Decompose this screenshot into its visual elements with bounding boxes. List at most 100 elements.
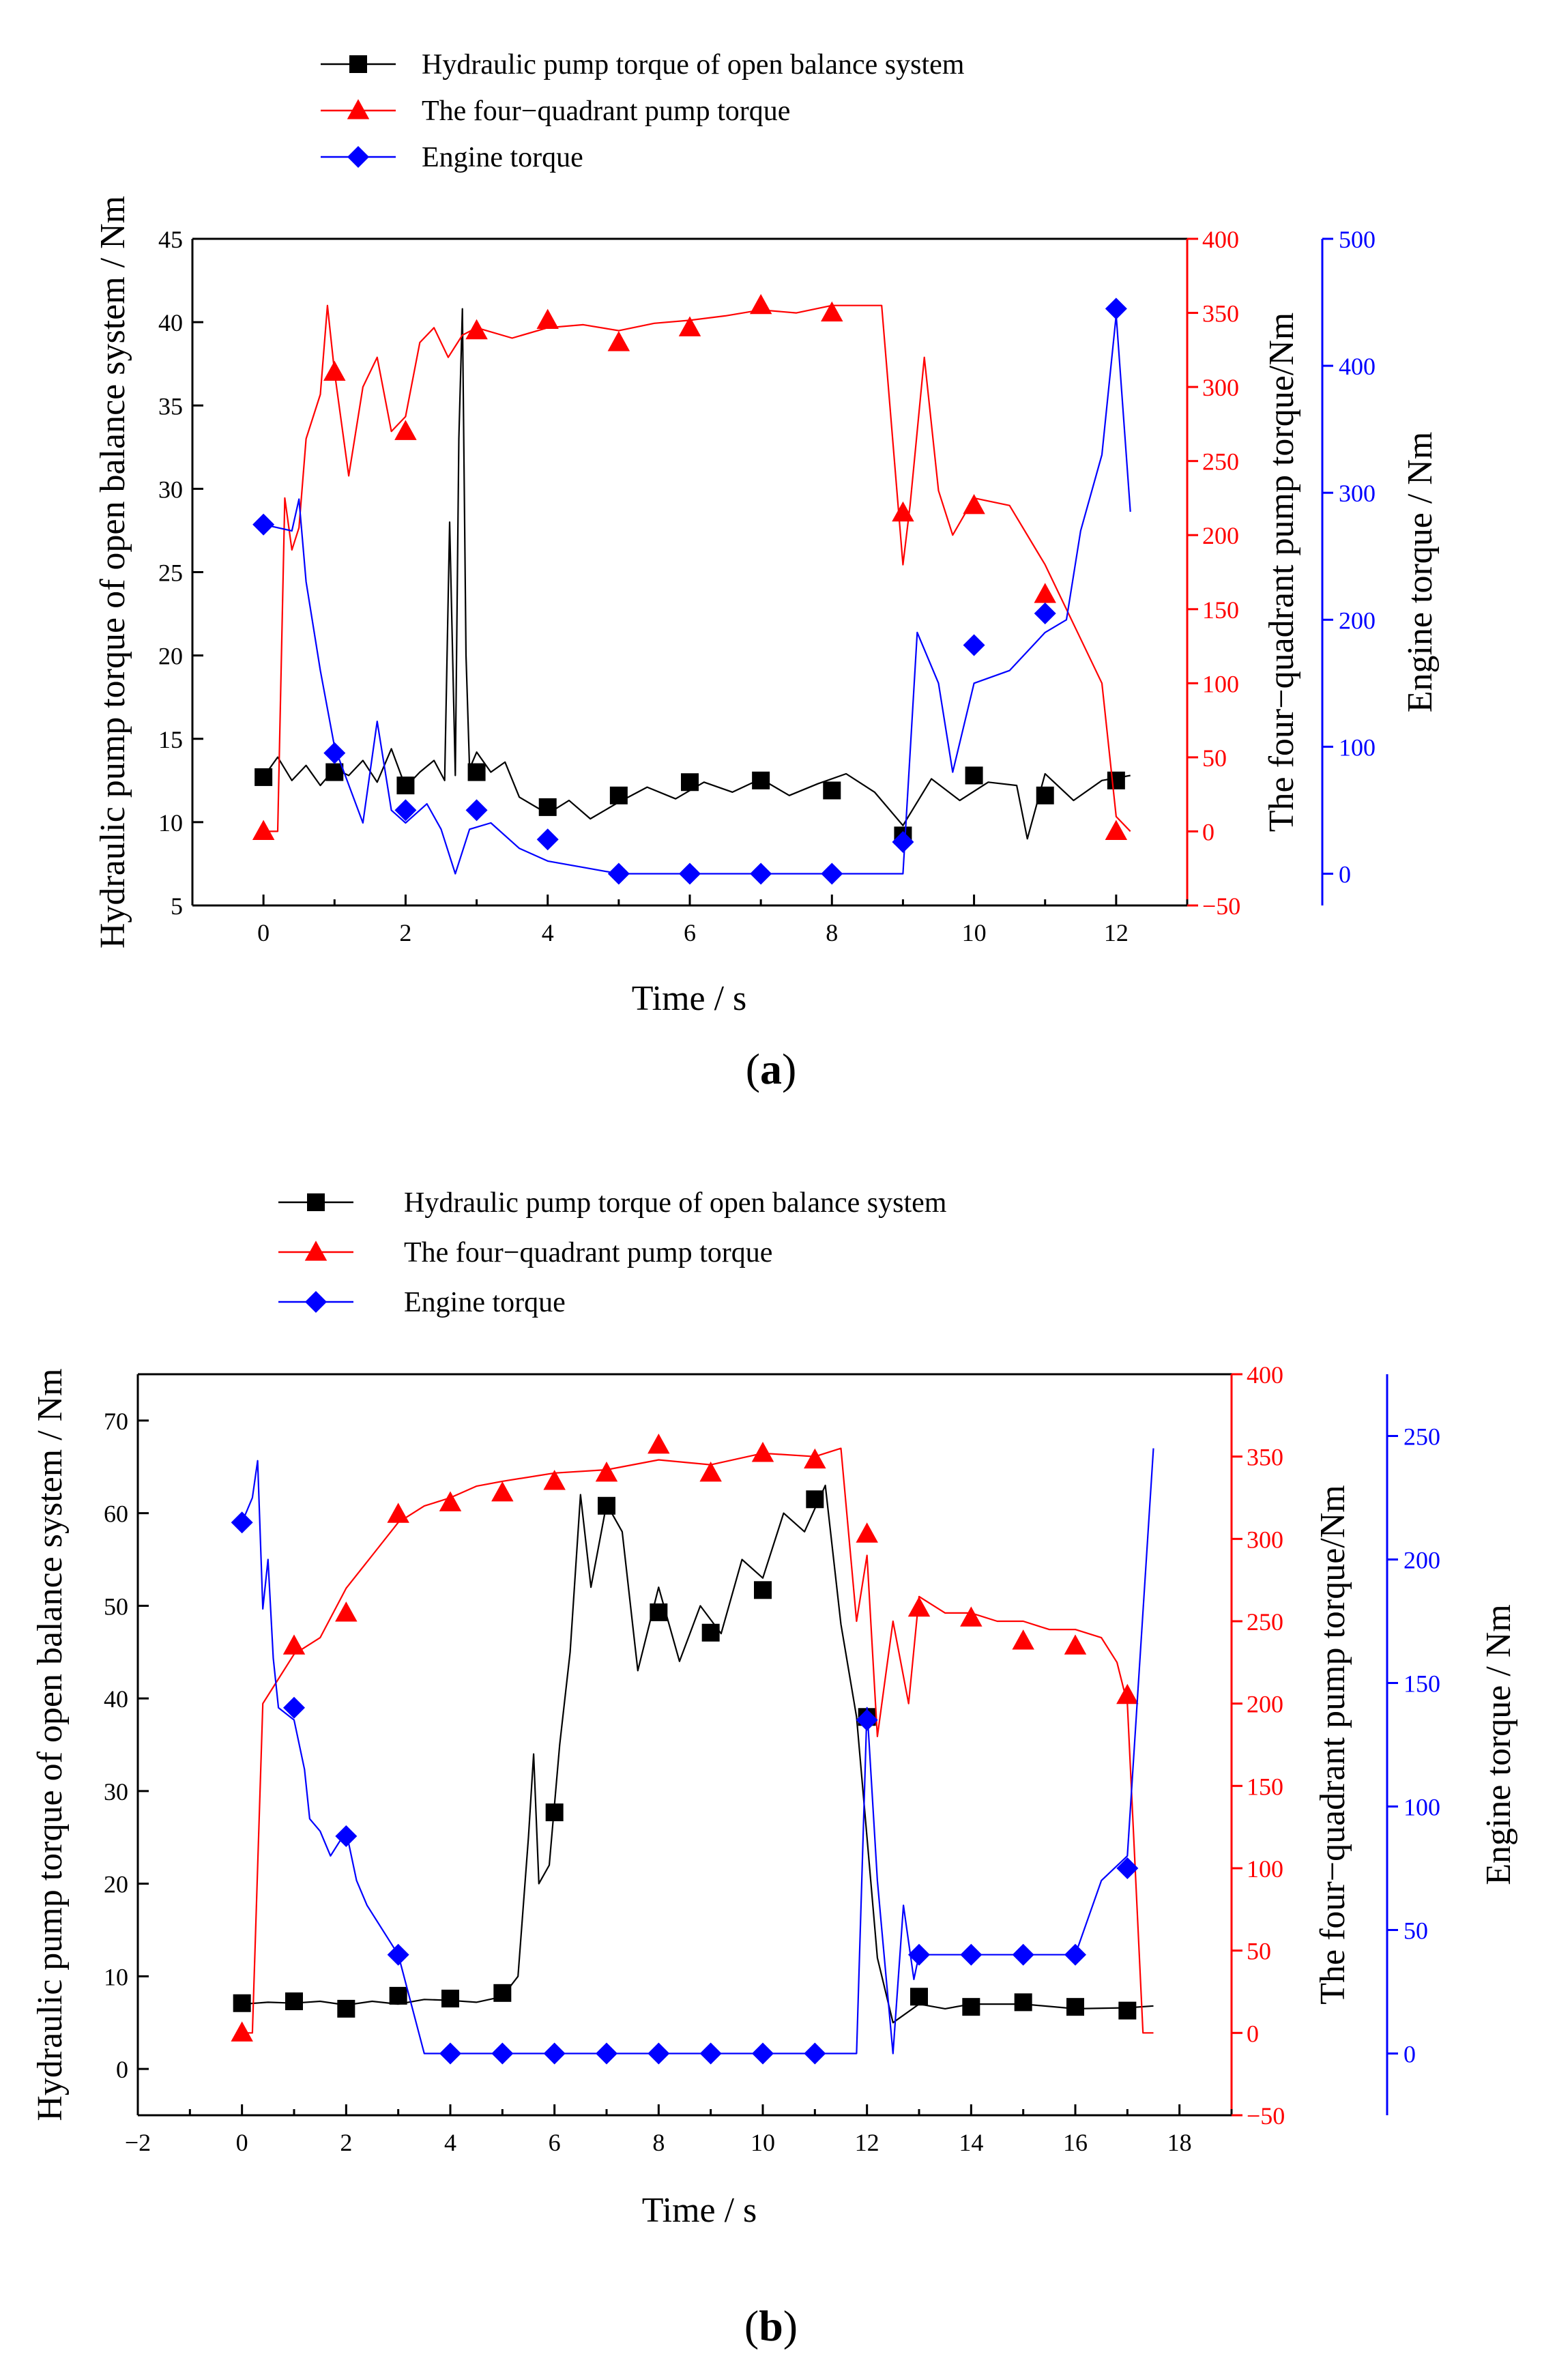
y-right2-tick-label: 400 [1339, 353, 1376, 380]
series-line-square [263, 308, 1131, 840]
x-tick-label: 10 [962, 919, 987, 946]
series-marker-diamond [335, 1825, 358, 1847]
x-tick-label: 0 [257, 919, 270, 946]
y-right1-tick-label: 300 [1202, 374, 1239, 401]
y-left-tick-label: 70 [104, 1408, 128, 1435]
series-marker-square [754, 1581, 772, 1599]
series-marker-diamond [1116, 1857, 1139, 1879]
y-right2-tick-label: 100 [1339, 734, 1376, 761]
series-marker-triangle [252, 819, 275, 841]
series-marker-diamond [231, 1511, 253, 1534]
series-marker-diamond [804, 2042, 826, 2065]
series-marker-square [1066, 1998, 1084, 2016]
series-marker-square [823, 781, 841, 800]
series-marker-triangle [1105, 819, 1128, 841]
y-right1-tick-label: 50 [1202, 744, 1227, 772]
y-right1-tick-label: 0 [1202, 818, 1214, 845]
series-marker-triangle [821, 301, 843, 322]
series-marker-triangle [439, 1491, 462, 1511]
y-right2-axis-label: Engine torque / Nm [1479, 1604, 1518, 1885]
series-marker-square [962, 1998, 980, 2016]
series-marker-triangle [465, 319, 488, 340]
y-left-tick-label: 35 [158, 392, 183, 420]
series-marker-square [396, 777, 415, 795]
y-right1-tick-label: 300 [1247, 1526, 1283, 1553]
y-right1-tick-label: −50 [1202, 893, 1240, 920]
series-marker-triangle [856, 1522, 878, 1543]
x-axis-label: Time / s [632, 979, 747, 1018]
series-marker-square [254, 768, 273, 786]
x-tick-label: 10 [751, 2129, 775, 2156]
series-marker-triangle [595, 1462, 618, 1482]
series-marker-square [337, 1999, 355, 2018]
y-left-tick-label: 10 [158, 809, 183, 837]
x-tick-label: 16 [1063, 2129, 1088, 2156]
series-marker-diamond [908, 1943, 930, 1966]
series-marker-diamond [465, 799, 488, 822]
legend-label: The four−quadrant pump torque [404, 1237, 772, 1268]
y-right2-tick-label: 250 [1403, 1423, 1440, 1451]
y-right1-axis-label: The four−quadrant pump torque/Nm [1313, 1485, 1352, 2004]
series-marker-square [701, 1623, 720, 1642]
series-marker-diamond [1064, 1943, 1086, 1966]
panel-label-close-paren: ) [783, 2302, 798, 2350]
series-marker-triangle [607, 331, 630, 351]
y-left-tick-label: 25 [158, 560, 183, 587]
series-marker-square [493, 1984, 512, 2002]
y-right2-tick-label: 500 [1339, 226, 1376, 253]
series-marker-square [1118, 2001, 1137, 2020]
x-tick-label: 2 [340, 2129, 352, 2156]
y-left-tick-label: 40 [104, 1685, 128, 1713]
y-left-tick-label: 10 [104, 1963, 128, 1990]
series-marker-square [325, 763, 344, 781]
y-right2-tick-label: 200 [1339, 607, 1376, 634]
panel-label: (b) [744, 2302, 798, 2350]
y-right1-tick-label: 200 [1202, 522, 1239, 549]
y-left-tick-label: 45 [158, 226, 183, 253]
legend-marker-diamond [347, 146, 369, 168]
y-right1-tick-label: 0 [1247, 2020, 1259, 2047]
legend-label: Hydraulic pump torque of open balance sy… [404, 1187, 947, 1219]
series-marker-diamond [679, 862, 701, 885]
series-marker-square [609, 786, 628, 804]
series-marker-diamond [536, 828, 559, 851]
series-marker-diamond [648, 2042, 670, 2065]
series-marker-diamond [1034, 602, 1056, 624]
series-marker-diamond [892, 830, 914, 853]
series-marker-square [752, 771, 770, 789]
series-line-diamond [241, 1448, 1154, 2055]
x-tick-label: 6 [684, 919, 696, 946]
y-left-tick-label: 0 [116, 2056, 128, 2083]
series-marker-triangle [751, 1442, 774, 1462]
series-marker-diamond [960, 1943, 983, 1966]
series-marker-diamond [323, 742, 346, 764]
y-right2-tick-label: 0 [1339, 860, 1351, 888]
x-axis-label: Time / s [642, 2191, 757, 2230]
series-marker-triangle [387, 1503, 409, 1523]
series-marker-square [389, 1986, 407, 2005]
x-tick-label: 0 [236, 2129, 248, 2156]
series-marker-square [545, 1803, 564, 1822]
series-marker-square [1014, 1993, 1032, 2012]
chart-panel-b: −2 0 2 4 6 8 10 12 14 16 18 0 10 20 30 40 50 60 70 −50 0 50 10… [31, 1187, 1518, 2350]
legend-marker-square [349, 55, 367, 73]
series-marker-triangle [907, 1596, 931, 1617]
series-marker-diamond [963, 634, 985, 656]
y-left-tick-label: 5 [171, 893, 183, 920]
y-right2-tick-label: 150 [1403, 1670, 1440, 1698]
series-line-square [242, 1484, 1154, 2024]
series-marker-triangle [536, 308, 559, 330]
y-right1-tick-label: 350 [1247, 1444, 1283, 1471]
y-right1-tick-label: −50 [1247, 2102, 1285, 2130]
y-right1-tick-label: 250 [1202, 448, 1239, 476]
y-left-tick-label: 30 [158, 476, 183, 503]
y-right1-tick-label: 100 [1202, 670, 1239, 697]
legend-label: Engine torque [422, 142, 583, 173]
series-marker-triangle [963, 494, 985, 514]
y-left-tick-label: 20 [104, 1871, 128, 1898]
series-marker-triangle [491, 1481, 514, 1502]
series-marker-square [681, 773, 699, 792]
series-marker-diamond [1012, 1943, 1034, 1966]
